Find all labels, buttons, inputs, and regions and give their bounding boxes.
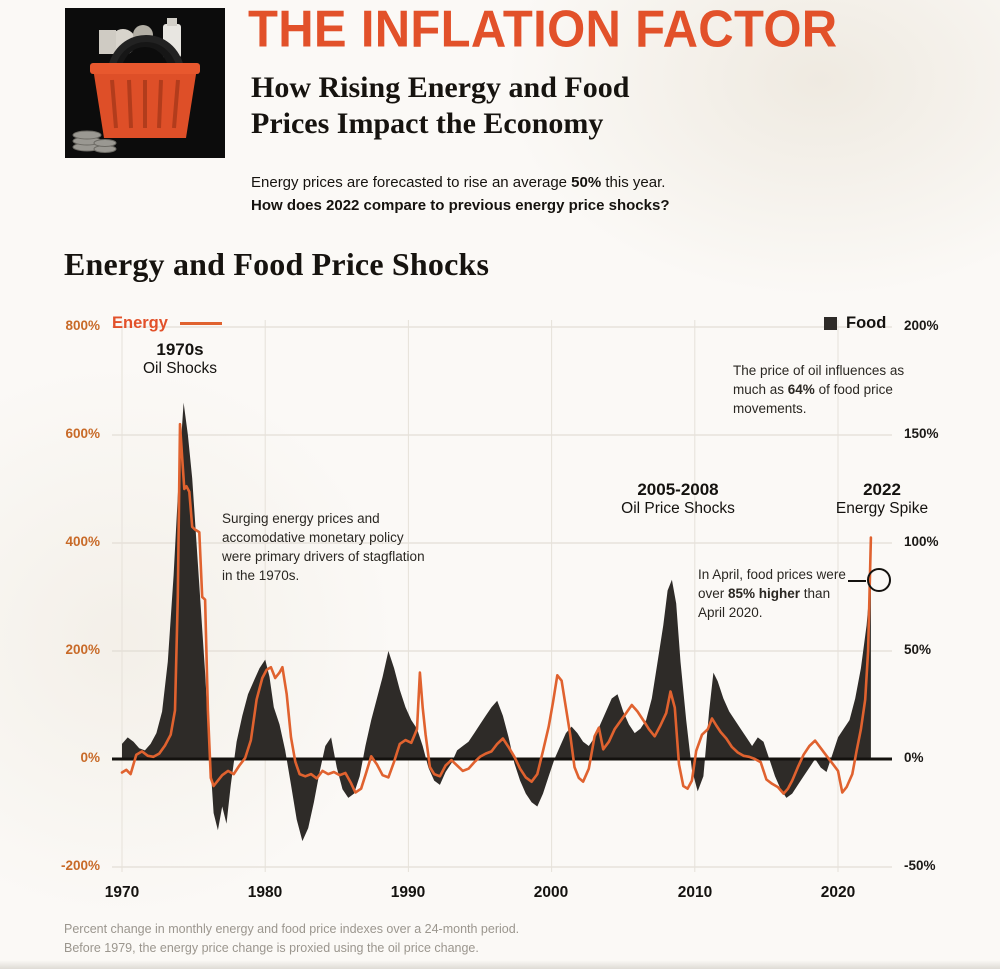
intro-text: Energy prices are forecasted to rise an …: [251, 172, 669, 217]
legend-energy: Energy: [112, 314, 222, 333]
x-axis-tick: 2000: [533, 884, 569, 901]
y-axis-right-tick: 100%: [904, 534, 939, 549]
page-subtitle-line2: Prices Impact the Economy: [251, 107, 604, 140]
annotation-1970s: 1970s Oil Shocks: [142, 340, 218, 377]
x-axis-tick: 2020: [820, 884, 856, 901]
bottom-edge: [0, 960, 1000, 969]
x-axis-tick: 1970: [104, 884, 140, 901]
chart-section-title: Energy and Food Price Shocks: [64, 246, 490, 282]
annotation-oil-influence: The price of oil influences as much as 6…: [733, 363, 905, 416]
y-axis-left-tick: -200%: [60, 858, 100, 873]
y-axis-left-tick: 200%: [65, 642, 100, 657]
annotation-2005-2008: 2005-2008 Oil Price Shocks: [621, 480, 735, 517]
footnote: Percent change in monthly energy and foo…: [64, 920, 519, 958]
page-title: THE INFLATION FACTOR: [248, 1, 838, 59]
header-image: [65, 8, 225, 158]
legend-energy-label: Energy: [112, 314, 168, 332]
y-axis-right-tick: 200%: [904, 318, 939, 333]
y-axis-right-tick: 0%: [904, 750, 924, 765]
chart-area: Energy Food 800% 600% 400% 200% 0% -200%…: [0, 310, 1000, 922]
y-axis-right-tick: 150%: [904, 426, 939, 441]
x-axis-tick: 2010: [677, 884, 713, 901]
intro-question: How does 2022 compare to previous energy…: [251, 196, 670, 214]
x-axis-tick: 1980: [247, 884, 283, 901]
energy-line-series: [120, 422, 873, 795]
annotation-highlight-circle: [867, 568, 891, 592]
energy-line-swatch: [179, 322, 222, 325]
annotation-2022: 2022 Energy Spike: [835, 480, 929, 517]
chart-canvas: [112, 320, 892, 872]
y-axis-right-tick: -50%: [904, 858, 936, 873]
legend-food: Food: [824, 314, 886, 333]
y-axis-left-tick: 600%: [65, 426, 100, 441]
annotation-arrow: [848, 580, 866, 582]
food-area-series: [122, 402, 871, 842]
y-axis-left-tick: 0%: [80, 750, 100, 765]
y-axis-left-tick: 800%: [65, 318, 100, 333]
page-subtitle-line1: How Rising Energy and Food: [251, 71, 630, 104]
page-subtitle: How Rising Energy and Food Prices Impact…: [251, 70, 629, 142]
grocery-basket-illustration: [65, 8, 225, 158]
intro-line: Energy prices are forecasted to rise an …: [251, 174, 666, 191]
y-axis-left-tick: 400%: [65, 534, 100, 549]
annotation-stagflation: Surging energy prices and accomodative m…: [222, 511, 425, 583]
footnote-line1: Percent change in monthly energy and foo…: [64, 922, 520, 936]
x-axis-tick: 1990: [390, 884, 426, 901]
y-axis-right-tick: 50%: [904, 642, 932, 657]
footnote-line2: Before 1979, the energy price change is …: [64, 940, 479, 955]
annotation-april-food: In April, food prices were over 85% high…: [698, 567, 846, 620]
legend-food-label: Food: [846, 314, 887, 332]
food-square-swatch: [824, 317, 837, 330]
